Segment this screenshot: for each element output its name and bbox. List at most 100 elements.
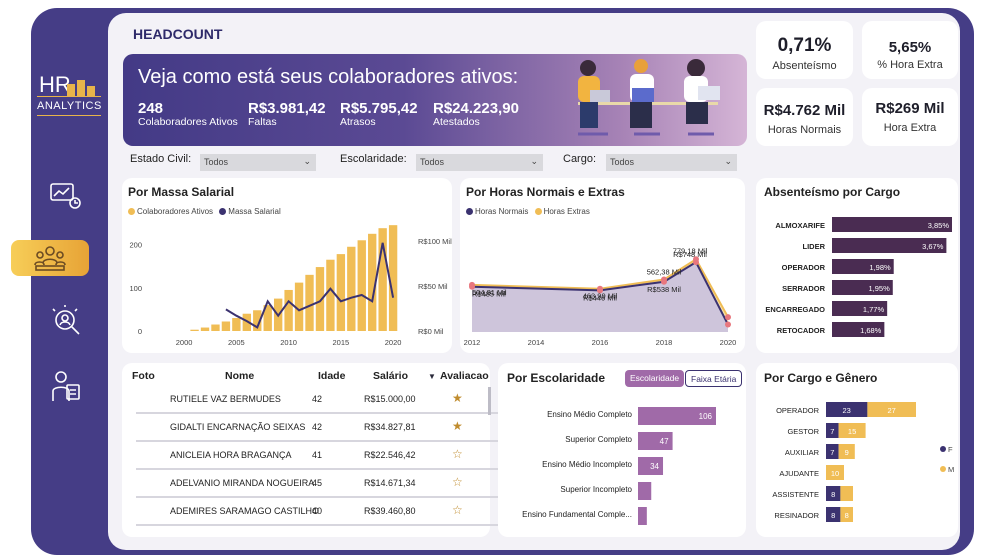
filter-escolaridade[interactable]: Todos ⌄ [416, 154, 543, 171]
chart-title: Por Horas Normais e Extras [466, 185, 625, 199]
x-tick-label: 2014 [528, 338, 545, 347]
data-point [693, 259, 699, 266]
bar [294, 282, 304, 331]
bar-m [867, 402, 916, 417]
rating-star-icon: ☆ [452, 447, 463, 461]
bar [200, 327, 210, 331]
bar [832, 280, 893, 295]
chevron-down-icon: ⌄ [303, 156, 311, 166]
nav-search-person[interactable] [43, 302, 89, 338]
employee-table-card: Foto Nome Idade Salário Avaliacao ▼ RUTI… [122, 363, 502, 537]
bar [305, 274, 314, 331]
cell-salary: R$14.671,34 [364, 478, 416, 488]
sort-desc-icon[interactable]: ▼ [428, 372, 436, 381]
column-header-idade[interactable]: Idade [318, 370, 346, 382]
bar [832, 259, 894, 274]
table-row[interactable]: GIDALTI ENCARNAÇÃO SEIXAS 42 R$34.827,81 ★ [136, 415, 502, 442]
cell-name: GIDALTI ENCARNAÇÃO SEIXAS [170, 422, 306, 432]
table-scrollbar[interactable] [488, 387, 491, 415]
series-line [225, 242, 395, 329]
data-label: 47 [660, 437, 669, 446]
data-label: 10 [831, 469, 839, 478]
filter-estado-civil[interactable]: Todos ⌄ [200, 154, 316, 171]
filter-value: Todos [610, 157, 635, 167]
data-label: 779,18 Mil [673, 246, 708, 255]
banner-stat-label: Atrasos [340, 116, 376, 128]
tab-escolaridade[interactable]: Escolaridade [625, 370, 685, 387]
y2-tick-label: R$100 Mil [418, 237, 452, 246]
data-label: 3,85% [928, 221, 950, 230]
data-label: 562,38 Mil [647, 268, 682, 277]
team-illustration [578, 59, 720, 136]
nav-employee-id[interactable] [43, 368, 89, 404]
logo-bars-icon [67, 80, 95, 96]
analytics-icon [50, 183, 81, 209]
filter-cargo[interactable]: Todos ⌄ [606, 154, 737, 171]
logo-analytics-text: ANALYTICS [37, 100, 102, 112]
y2-tick-label: R$50 Mil [418, 282, 448, 291]
kpi-value: 0,71% [777, 35, 832, 56]
bar-f [826, 444, 839, 459]
data-point [597, 287, 603, 294]
data-label: 1,98% [869, 263, 891, 272]
employee-id-icon [52, 371, 80, 401]
column-header-salario[interactable]: Salário [373, 370, 409, 382]
table-row[interactable]: ADELVANIO MIRANDA NOGUEIRA 45 R$14.671,34 ☆ [136, 471, 502, 498]
data-label: 1,77% [863, 305, 885, 314]
kpi-card-normal-hours: R$4.762 Mil Horas Normais [756, 88, 853, 146]
filter-label-escolaridade: Escolaridade: [340, 153, 407, 165]
bar-f [826, 507, 841, 522]
cell-age: 42 [312, 394, 323, 404]
table-row[interactable]: RUTIELE VAZ BERMUDES 42 R$15.000,00 ★ [136, 387, 502, 414]
data-label: R$485 Mil [472, 290, 506, 299]
data-label: 8 [831, 490, 835, 499]
legend-dot [534, 208, 542, 215]
nav-headcount[interactable] [11, 240, 89, 276]
main-content: HEADCOUNT Veja como está seus colaborado… [108, 13, 960, 550]
category-label: Ensino Médio Incompleto [542, 460, 632, 469]
y-tick-label: 100 [129, 284, 142, 293]
logo-divider [37, 115, 101, 116]
column-header-foto[interactable]: Foto [132, 370, 155, 382]
tab-faixa-etaria[interactable]: Faixa Etária [685, 370, 743, 387]
column-header-avaliacao[interactable]: Avaliacao [440, 370, 489, 382]
legend-item: Horas Extras [543, 207, 590, 216]
filter-label-estado-civil: Estado Civil: [130, 153, 192, 165]
hr-analytics-logo: HR ANALYTICS [37, 72, 103, 128]
legend-dot [940, 466, 946, 472]
data-label: 3,67% [922, 242, 944, 251]
column-header-nome[interactable]: Nome [225, 370, 255, 382]
kpi-label: Absenteísmo [772, 60, 837, 72]
category-label: OPERADOR [782, 263, 826, 272]
table-row[interactable]: ANICLEIA HORA BRAGANÇA 41 R$22.546,42 ☆ [136, 443, 502, 470]
chart-legend: Colaboradores Ativos Massa Salarial [128, 207, 281, 216]
category-label: ASSISTENTE [772, 490, 819, 499]
legend-item: M [948, 465, 954, 474]
table-row[interactable]: ADEMIRES SARAMAGO CASTILHO 40 R$39.460,80 ☆ [136, 499, 502, 526]
category-label: ALMOXARIFE [775, 221, 825, 230]
data-label: 1,95% [868, 284, 890, 293]
chart-title: Por Cargo e Gênero [764, 371, 878, 385]
y-tick-label: 0 [138, 327, 142, 336]
filter-label-cargo: Cargo: [563, 153, 597, 165]
bar [832, 301, 888, 316]
data-label: 7 [830, 448, 834, 457]
banner-stat-label: Colaboradores Ativos [138, 116, 238, 128]
nav-analytics[interactable] [43, 178, 89, 214]
bar [263, 305, 272, 331]
bar [638, 482, 652, 500]
data-point [661, 278, 667, 285]
kpi-value: 5,65% [888, 39, 932, 56]
bar [357, 240, 366, 331]
chart-card-escolaridade: Por Escolaridade Escolaridade Faixa Etár… [498, 363, 746, 537]
bar [378, 228, 387, 331]
chart-title: Por Escolaridade [507, 371, 606, 385]
bar [284, 289, 293, 331]
kpi-label: % Hora Extra [877, 59, 943, 71]
data-label: 15 [848, 427, 856, 436]
x-tick-label: 2005 [228, 338, 245, 347]
chevron-down-icon: ⌄ [724, 156, 732, 166]
data-point [725, 321, 731, 328]
cell-age: 40 [312, 506, 323, 516]
bar [388, 225, 398, 331]
